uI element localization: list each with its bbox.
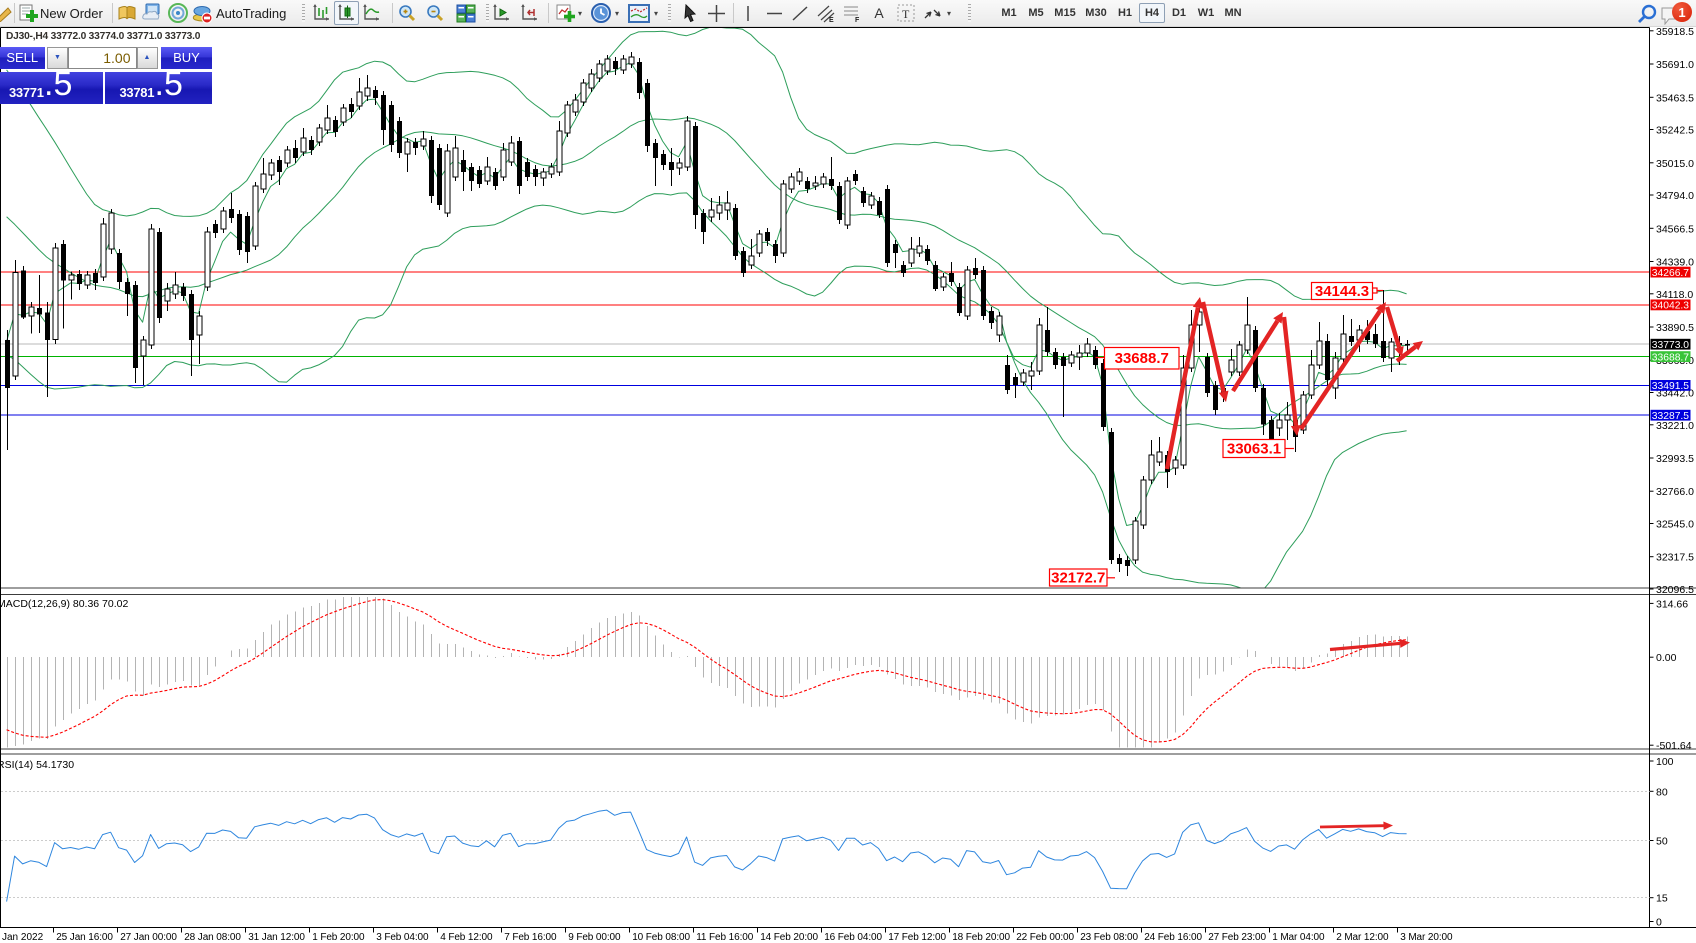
svg-text:E: E <box>829 17 834 23</box>
svg-text:24 Feb 16:00: 24 Feb 16:00 <box>1144 932 1202 943</box>
svg-text:50: 50 <box>1656 836 1668 848</box>
svg-text:Jan 2022: Jan 2022 <box>2 932 44 943</box>
svg-text:T: T <box>902 7 910 21</box>
svg-text:RSI(14) 54.1730: RSI(14) 54.1730 <box>0 759 74 771</box>
svg-text:33890.5: 33890.5 <box>1656 322 1694 334</box>
svg-text:10 Feb 08:00: 10 Feb 08:00 <box>632 932 690 943</box>
svg-text:34144.3: 34144.3 <box>1315 283 1369 300</box>
svg-text:F: F <box>855 17 860 23</box>
svg-text:33287.5: 33287.5 <box>1652 411 1689 422</box>
svg-text:1 Feb 20:00: 1 Feb 20:00 <box>312 932 365 943</box>
svg-text:18 Feb 20:00: 18 Feb 20:00 <box>952 932 1010 943</box>
svg-text:32545.0: 32545.0 <box>1656 519 1694 531</box>
svg-text:0.00: 0.00 <box>1656 652 1677 664</box>
svg-text:0: 0 <box>1656 917 1662 929</box>
svg-text:34566.5: 34566.5 <box>1656 223 1694 235</box>
svg-text:11 Feb 16:00: 11 Feb 16:00 <box>696 932 754 943</box>
svg-text:4 Feb 12:00: 4 Feb 12:00 <box>440 932 493 943</box>
svg-text:16 Feb 04:00: 16 Feb 04:00 <box>824 932 882 943</box>
svg-text:31 Jan 12:00: 31 Jan 12:00 <box>248 932 305 943</box>
svg-text:33773.0: 33773.0 <box>1652 340 1689 351</box>
svg-text:DJ30-,H4 33772.0 33774.0 3377: DJ30-,H4 33772.0 33774.0 33771.0 33773.0 <box>6 31 201 42</box>
svg-text:32766.0: 32766.0 <box>1656 486 1694 498</box>
svg-text:28 Jan 08:00: 28 Jan 08:00 <box>184 932 241 943</box>
svg-text:-501.64: -501.64 <box>1656 740 1692 752</box>
svg-text:15: 15 <box>1656 893 1668 905</box>
svg-text:3 Mar 20:00: 3 Mar 20:00 <box>1400 932 1453 943</box>
svg-text:3 Feb 04:00: 3 Feb 04:00 <box>376 932 429 943</box>
svg-text:33491.5: 33491.5 <box>1652 381 1689 392</box>
svg-text:33688.7: 33688.7 <box>1652 352 1689 363</box>
svg-text:33221.0: 33221.0 <box>1656 420 1694 432</box>
svg-text:35463.5: 35463.5 <box>1656 92 1694 104</box>
svg-text:27 Feb 23:00: 27 Feb 23:00 <box>1208 932 1266 943</box>
svg-text:17 Feb 12:00: 17 Feb 12:00 <box>888 932 946 943</box>
svg-text:MACD(12,26,9) 80.36 70.02: MACD(12,26,9) 80.36 70.02 <box>0 598 128 610</box>
svg-text:34042.3: 34042.3 <box>1652 301 1689 312</box>
svg-text:80: 80 <box>1656 786 1668 798</box>
svg-text:23 Feb 08:00: 23 Feb 08:00 <box>1080 932 1138 943</box>
svg-text:33063.1: 33063.1 <box>1227 441 1281 458</box>
svg-text:35015.0: 35015.0 <box>1656 158 1694 170</box>
svg-text:35691.0: 35691.0 <box>1656 59 1694 71</box>
svg-text:2 Mar 12:00: 2 Mar 12:00 <box>1336 932 1389 943</box>
svg-text:35242.5: 35242.5 <box>1656 125 1694 137</box>
svg-text:1 Mar 04:00: 1 Mar 04:00 <box>1272 932 1325 943</box>
svg-text:32096.5: 32096.5 <box>1656 584 1694 596</box>
svg-text:32172.7: 32172.7 <box>1051 570 1105 587</box>
svg-text:34794.0: 34794.0 <box>1656 190 1694 202</box>
svg-text:9 Feb 00:00: 9 Feb 00:00 <box>568 932 621 943</box>
svg-text:14 Feb 20:00: 14 Feb 20:00 <box>760 932 818 943</box>
svg-text:22 Feb 00:00: 22 Feb 00:00 <box>1016 932 1074 943</box>
svg-text:32317.5: 32317.5 <box>1656 552 1694 564</box>
svg-text:34118.0: 34118.0 <box>1656 289 1693 301</box>
svg-text:34266.7: 34266.7 <box>1652 268 1689 279</box>
svg-text:34339.0: 34339.0 <box>1656 257 1694 269</box>
svg-text:27 Jan 00:00: 27 Jan 00:00 <box>120 932 177 943</box>
svg-text:314.66: 314.66 <box>1656 598 1688 610</box>
svg-text:35918.5: 35918.5 <box>1656 26 1694 38</box>
svg-text:25 Jan 16:00: 25 Jan 16:00 <box>56 932 113 943</box>
svg-text:33688.7: 33688.7 <box>1115 350 1169 367</box>
svg-text:100: 100 <box>1656 756 1674 768</box>
svg-text:7 Feb 16:00: 7 Feb 16:00 <box>504 932 557 943</box>
svg-text:32993.5: 32993.5 <box>1656 453 1694 465</box>
